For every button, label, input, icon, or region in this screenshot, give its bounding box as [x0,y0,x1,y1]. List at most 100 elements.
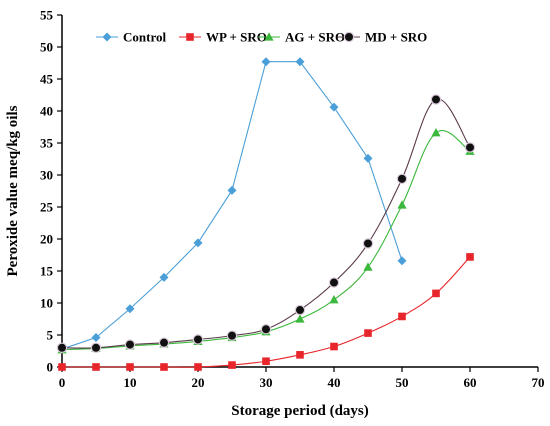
data-point [295,57,305,67]
series-line [61,61,403,350]
x-tick-label: 60 [464,375,477,390]
x-tick-label: 50 [396,375,409,390]
data-point [329,102,339,112]
y-tick-label: 15 [40,264,54,279]
y-tick-label: 35 [40,136,54,151]
legend-label: WP + SRO [206,30,267,45]
data-point [432,289,440,298]
series-line [61,130,471,351]
data-point [363,153,373,163]
y-tick-label: 55 [40,8,54,23]
data-point [362,238,374,249]
legend: Control WP + SRO AG + SRO MD + SRO [96,30,427,45]
data-point [56,342,68,353]
legend-label: Control [123,30,166,45]
series-md-sro [56,94,476,353]
marker-circle [124,339,136,350]
marker-circle [464,142,476,153]
x-tick-label: 0 [59,375,66,390]
data-point [294,304,306,316]
data-point [158,337,170,348]
data-point [328,277,340,288]
data-point [193,238,203,248]
data-point [430,94,442,105]
legend-item: AG + SRO [258,30,345,45]
data-point [330,342,338,351]
data-point [431,127,441,137]
data-point [262,357,270,366]
legend-marker [264,32,274,41]
legend-item: WP + SRO [179,30,267,45]
marker-circle [260,324,272,335]
data-point [363,262,373,271]
legend-marker [186,33,194,41]
data-point [397,256,407,266]
data-point [90,342,102,353]
data-point [226,330,238,341]
data-point [194,363,202,371]
legend-label: MD + SRO [365,30,427,45]
data-point [398,312,406,321]
x-tick-label: 10 [124,375,137,390]
y-tick-label: 50 [40,40,53,55]
data-point [296,351,304,359]
marker-circle [328,277,340,288]
marker-circle [362,238,374,249]
series-ag-sro [57,127,475,354]
axes: 0 5 10 15 20 25 30 35 40 45 50 55 0 10 20 30 40 50 60 70 [40,8,545,391]
y-tick-label: 25 [40,200,54,215]
data-point [227,185,237,195]
data-point [124,339,136,350]
y-tick-label: 20 [40,232,53,247]
marker-circle [396,173,408,185]
marker-circle [158,337,170,348]
data-point [466,253,474,261]
marker-circle [294,304,306,316]
legend-marker [102,32,112,42]
data-point [295,314,305,323]
data-point [125,304,135,314]
series-line [61,98,471,349]
series-line [62,256,471,368]
marker-circle [56,342,68,353]
data-point [126,363,134,371]
y-tick-label: 30 [40,168,53,183]
data-point [91,333,101,343]
y-tick-label: 0 [47,360,54,375]
series-layer [56,57,476,371]
data-point [192,334,204,345]
y-tick-label: 40 [40,104,53,119]
legend-item: MD + SRO [338,30,427,45]
data-point [396,173,408,185]
series-wp-sro [58,253,474,371]
marker-circle [192,334,204,345]
data-point [260,324,272,335]
data-point [261,57,271,67]
marker-circle [226,330,238,341]
series-control [57,57,407,354]
y-axis-title: Peroxide value meq/kg oils [5,105,21,276]
x-axis-title: Storage period (days) [231,403,369,419]
legend-label: AG + SRO [285,30,345,45]
data-point [159,272,169,282]
marker-circle [343,31,355,43]
data-point [364,329,372,337]
data-point [329,295,339,304]
data-point [92,363,100,371]
y-tick-label: 10 [40,296,53,311]
marker-circle [90,342,102,353]
x-tick-label: 70 [532,375,545,390]
y-tick-label: 45 [40,72,54,87]
x-tick-label: 30 [260,375,273,390]
x-tick-label: 40 [328,375,341,390]
marker-circle [430,94,442,105]
x-tick-label: 20 [192,375,205,390]
data-point [58,363,66,371]
data-point [228,361,236,369]
data-point [397,200,407,209]
data-point [464,142,476,153]
legend-marker [343,31,355,43]
legend-item: Control [96,30,166,45]
y-tick-label: 5 [47,328,54,343]
